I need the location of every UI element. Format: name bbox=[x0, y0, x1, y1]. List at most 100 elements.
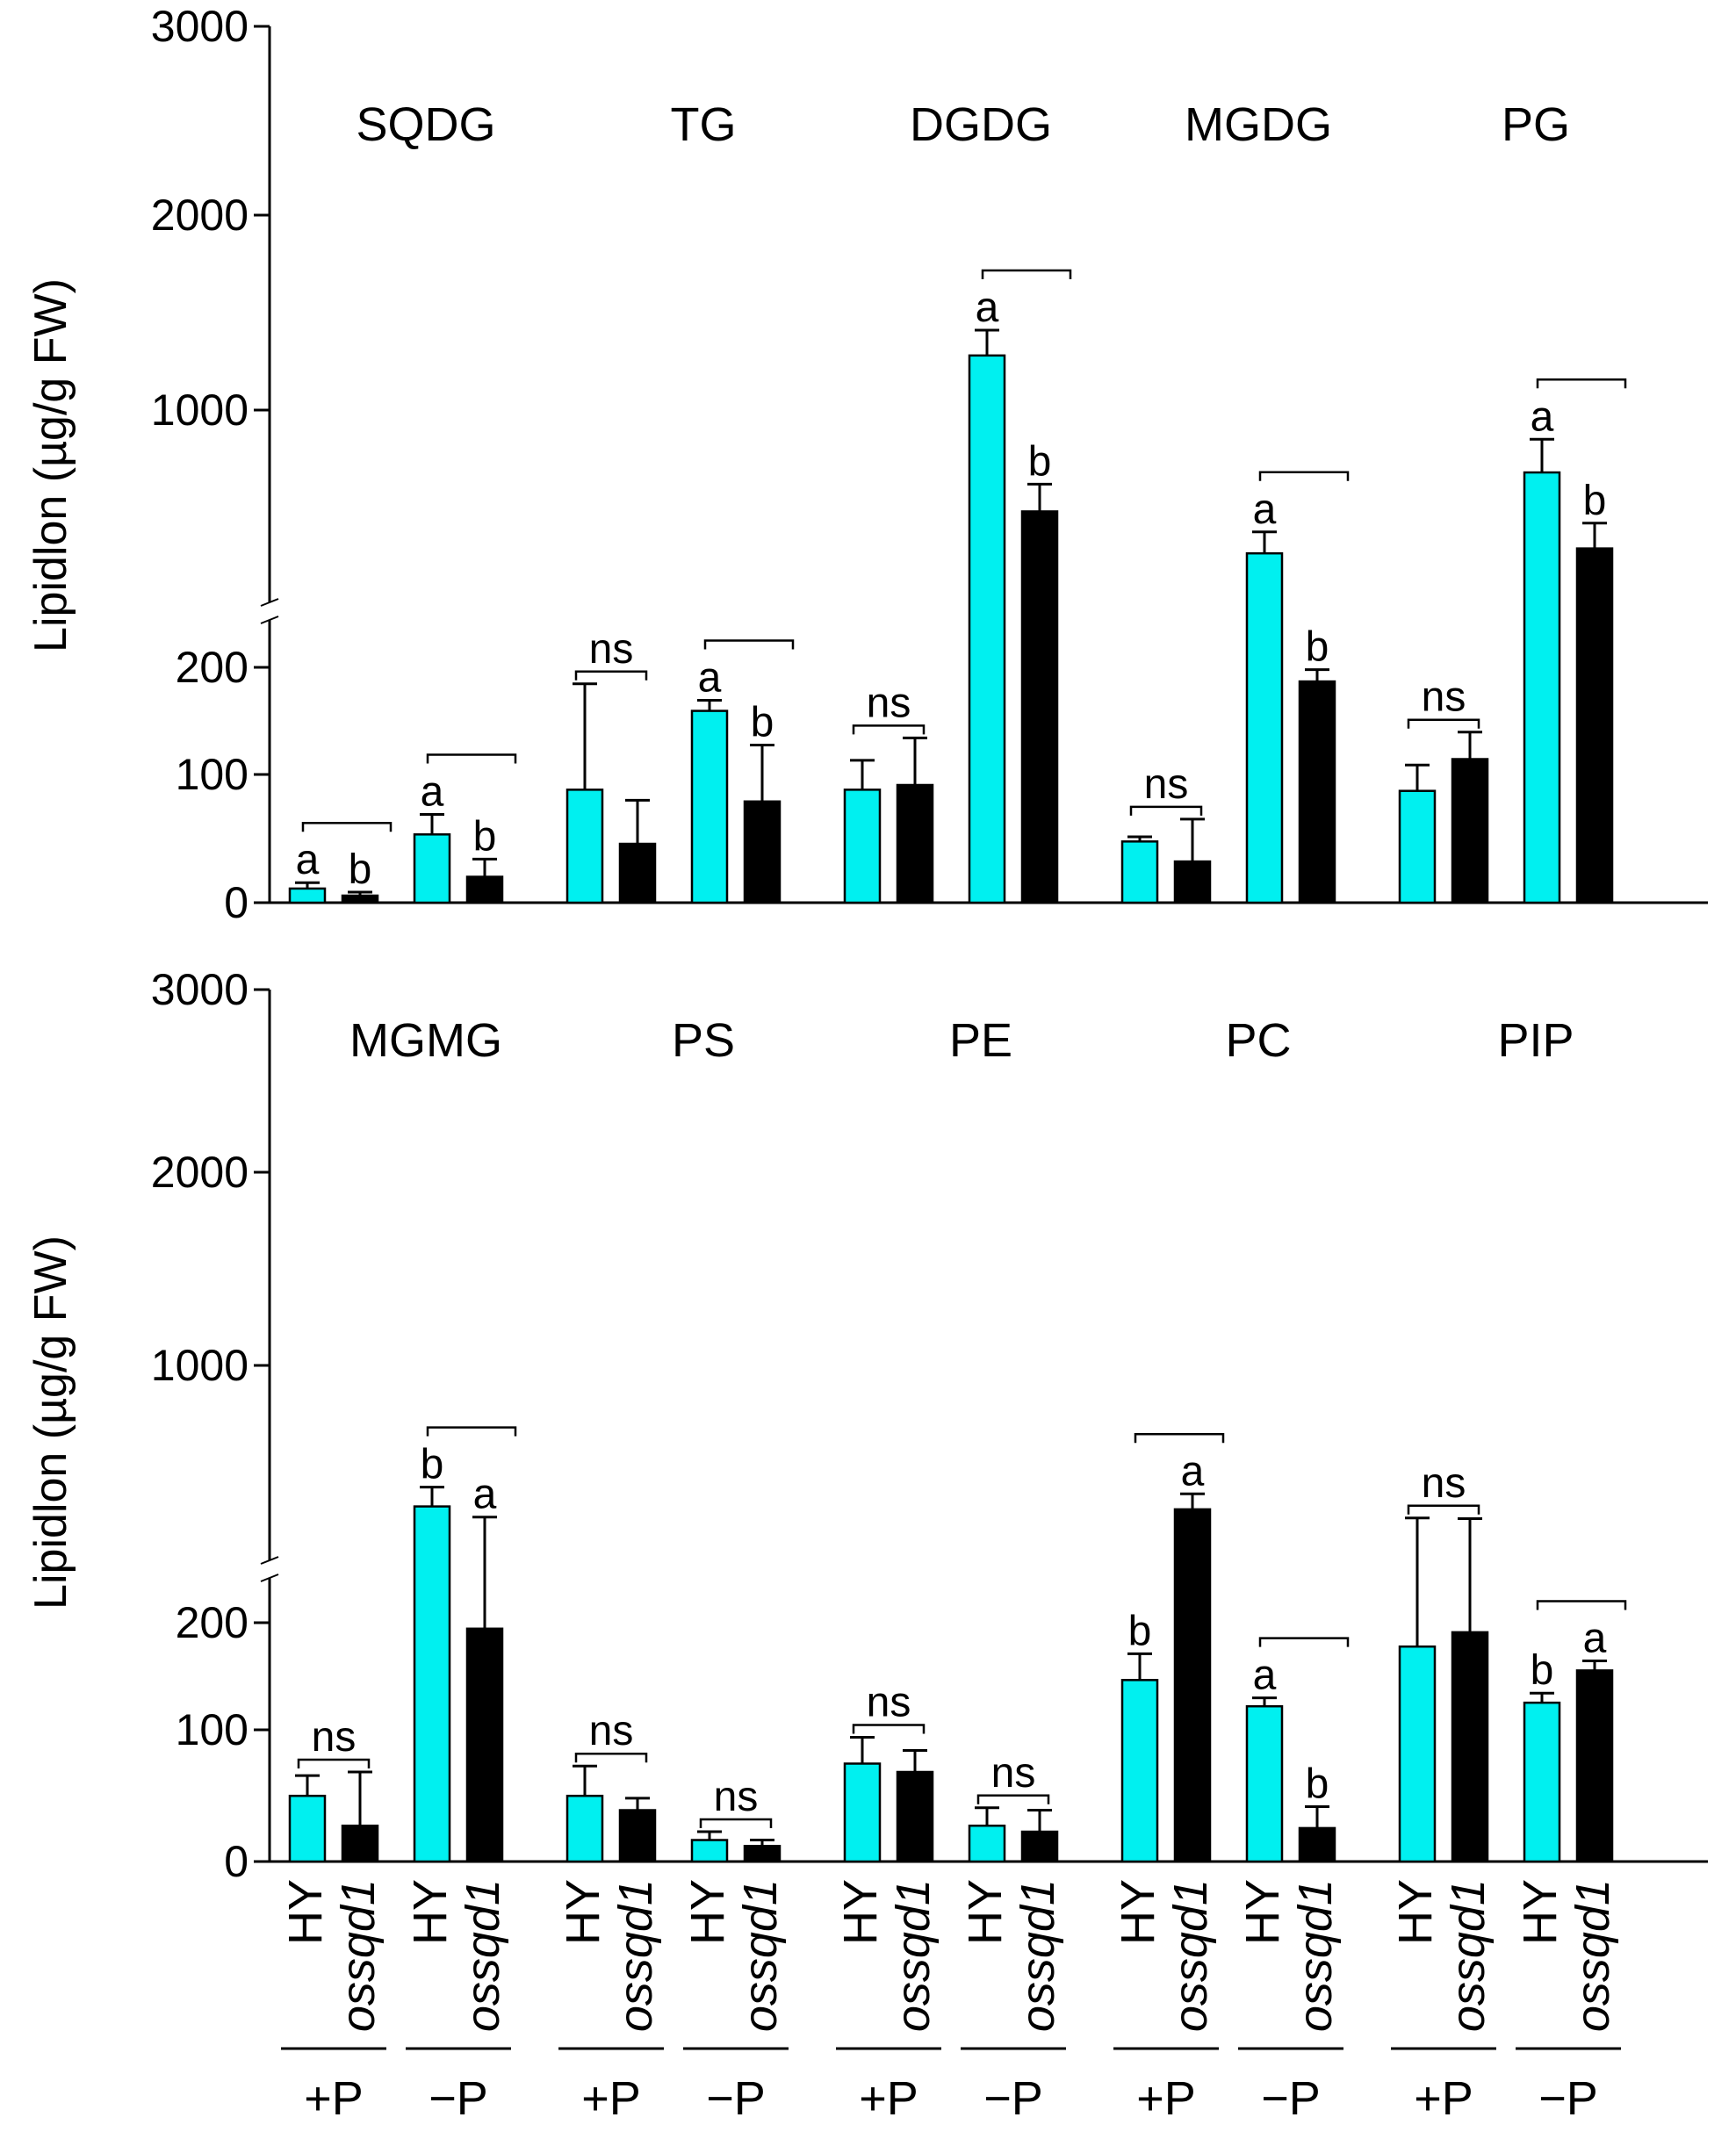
bottom-axis-break-mark bbox=[260, 1574, 279, 1582]
top-bar-ossqd1 bbox=[465, 875, 504, 904]
top-ns-bracket bbox=[852, 724, 926, 735]
bottom-bar-ossqd1 bbox=[618, 1809, 657, 1863]
bottom-sig-letter: a bbox=[1181, 1448, 1205, 1494]
top-bar-hy bbox=[413, 833, 451, 904]
bottom-sig-letter: b bbox=[421, 1442, 444, 1488]
top-class-label: SQDG bbox=[356, 98, 495, 151]
bottom-bar-hy bbox=[1398, 1645, 1437, 1863]
top-y-tick-label: 200 bbox=[176, 643, 249, 692]
top-axis-break-mark bbox=[260, 598, 279, 607]
bottom-ns-label: ns bbox=[714, 1774, 759, 1820]
top-y-tick-label: 100 bbox=[176, 750, 249, 799]
bottom-y-tick-label: 0 bbox=[224, 1837, 249, 1886]
bottom-ns-bracket bbox=[574, 1752, 648, 1763]
bottom-ns-bracket bbox=[852, 1724, 926, 1734]
top-sig-letter: b bbox=[349, 846, 372, 893]
bottom-ns-label: ns bbox=[1422, 1460, 1466, 1507]
top-bar-ossqd1 bbox=[1020, 510, 1059, 904]
x-genotype-label: HY bbox=[1514, 1879, 1567, 1945]
bottom-sig-letter: b bbox=[1128, 1608, 1152, 1654]
bottom-bar-ossqd1 bbox=[1173, 1508, 1212, 1863]
bottom-class-label: MGMG bbox=[349, 1014, 502, 1067]
top-bar-ossqd1 bbox=[1298, 680, 1336, 904]
top-bar-ossqd1 bbox=[618, 842, 657, 904]
top-bar-hy bbox=[1398, 789, 1437, 904]
bottom-bar-ossqd1 bbox=[1451, 1631, 1489, 1863]
bottom-bar-hy bbox=[288, 1794, 327, 1863]
x-genotype-label: ossqd1 bbox=[1164, 1879, 1217, 2032]
top-bar-hy bbox=[690, 709, 729, 904]
bottom-class-label: PS bbox=[672, 1014, 735, 1067]
top-bar-ossqd1 bbox=[1575, 547, 1614, 904]
bottom-bar-hy bbox=[968, 1824, 1006, 1863]
top-ns-label: ns bbox=[867, 680, 911, 726]
bottom-bar-hy bbox=[413, 1505, 451, 1863]
bottom-bar-ossqd1 bbox=[743, 1845, 782, 1863]
x-genotype-label: HY bbox=[681, 1879, 734, 1945]
top-sig-bracket bbox=[981, 269, 1072, 279]
bottom-y-tick-label: 100 bbox=[176, 1705, 249, 1754]
x-genotype-label: HY bbox=[959, 1879, 1012, 1945]
bottom-sig-bracket bbox=[1258, 1637, 1350, 1647]
top-sig-letter: b bbox=[1583, 478, 1607, 524]
x-treatment-label: −P bbox=[706, 2072, 766, 2125]
bottom-bar-ossqd1 bbox=[896, 1770, 934, 1863]
bottom-sig-bracket bbox=[1536, 1600, 1627, 1610]
x-treatment-label: +P bbox=[1136, 2072, 1196, 2125]
x-genotype-label: ossqd1 bbox=[457, 1879, 509, 2032]
bottom-bar-ossqd1 bbox=[341, 1824, 379, 1863]
top-sig-bracket bbox=[703, 639, 795, 650]
bottom-sig-bracket bbox=[426, 1426, 517, 1437]
x-genotype-label: HY bbox=[1389, 1879, 1442, 1945]
top-y-tick-label: 1000 bbox=[151, 385, 249, 435]
bottom-ns-label: ns bbox=[867, 1680, 911, 1726]
bottom-ns-bracket bbox=[699, 1818, 773, 1828]
top-bar-hy bbox=[565, 789, 604, 904]
top-bar-hy bbox=[1245, 551, 1284, 904]
top-ns-label: ns bbox=[1144, 761, 1189, 808]
top-ns-bracket bbox=[574, 670, 648, 681]
bottom-bar-hy bbox=[1523, 1701, 1561, 1863]
bottom-sig-letter: a bbox=[473, 1472, 497, 1518]
x-treatment-label: −P bbox=[1261, 2072, 1321, 2125]
top-sig-letter: a bbox=[698, 655, 722, 702]
x-genotype-label: ossqd1 bbox=[1012, 1879, 1064, 2032]
bottom-ns-label: ns bbox=[589, 1708, 634, 1754]
bottom-y-tick-label: 2000 bbox=[151, 1148, 249, 1197]
x-treatment-label: −P bbox=[1538, 2072, 1598, 2125]
x-genotype-label: HY bbox=[279, 1879, 332, 1945]
x-genotype-label: ossqd1 bbox=[887, 1879, 940, 2032]
top-sig-bracket bbox=[426, 753, 517, 764]
bottom-ns-label: ns bbox=[991, 1750, 1036, 1797]
top-sig-bracket bbox=[301, 821, 393, 832]
top-bar-ossqd1 bbox=[1173, 860, 1212, 904]
x-genotype-label: HY bbox=[1236, 1879, 1289, 1945]
x-genotype-label: HY bbox=[1112, 1879, 1164, 1945]
bottom-y-axis-title: Lipidlon (µg/g FW) bbox=[25, 1235, 76, 1610]
top-ns-bracket bbox=[1129, 805, 1203, 816]
top-sig-letter: a bbox=[421, 769, 444, 816]
top-bar-hy bbox=[968, 354, 1006, 904]
top-y-tick-label: 2000 bbox=[151, 191, 249, 240]
top-ns-bracket bbox=[1407, 718, 1480, 729]
x-genotype-label: HY bbox=[557, 1879, 609, 1945]
top-class-label: PG bbox=[1502, 98, 1570, 151]
top-ns-label: ns bbox=[589, 626, 634, 673]
bottom-bar-ossqd1 bbox=[1020, 1830, 1059, 1863]
top-sig-letter: b bbox=[751, 699, 774, 745]
x-treatment-label: +P bbox=[859, 2072, 918, 2125]
bottom-sig-letter: a bbox=[1583, 1616, 1607, 1662]
top-sig-bracket bbox=[1258, 471, 1350, 481]
top-bar-ossqd1 bbox=[341, 894, 379, 904]
x-genotype-label: ossqd1 bbox=[1567, 1879, 1619, 2032]
top-ns-label: ns bbox=[1422, 674, 1466, 721]
bottom-ns-bracket bbox=[297, 1758, 371, 1768]
x-genotype-label: HY bbox=[404, 1879, 457, 1945]
top-bar-hy bbox=[288, 887, 327, 904]
bottom-bar-hy bbox=[1245, 1704, 1284, 1863]
bottom-bar-ossqd1 bbox=[1575, 1669, 1614, 1863]
x-genotype-label: ossqd1 bbox=[609, 1879, 662, 2032]
top-y-tick-label: 3000 bbox=[151, 2, 249, 51]
top-sig-letter: a bbox=[976, 284, 999, 331]
